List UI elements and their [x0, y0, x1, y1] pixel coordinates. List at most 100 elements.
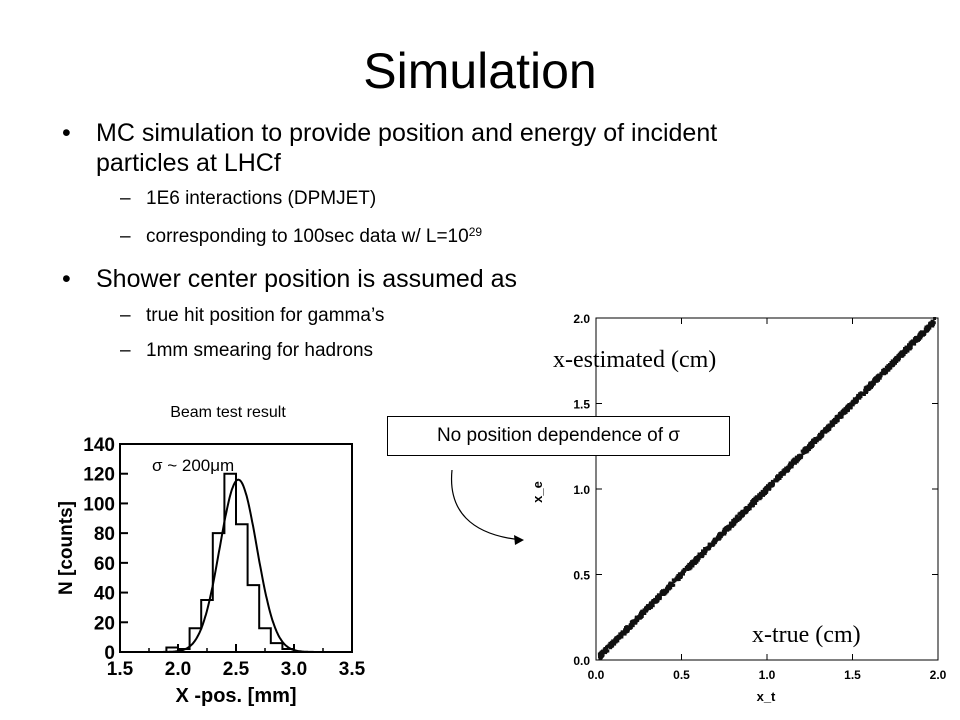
- scatter-point: [682, 568, 686, 572]
- scatter-point: [907, 343, 911, 347]
- scatter-point: [632, 621, 636, 625]
- scatter-point: [886, 364, 890, 368]
- scatter-point: [889, 361, 893, 364]
- scatter-point: [753, 501, 757, 504]
- scatter-point: [895, 358, 899, 362]
- scatter-point: [891, 359, 895, 363]
- scatter-point: [789, 464, 793, 467]
- y-tick-label: 40: [94, 584, 115, 605]
- sigma-annotation: σ ~ 200μm: [152, 456, 234, 475]
- scatter-point: [848, 405, 852, 408]
- scatter-point: [776, 477, 780, 481]
- scatter-point: [795, 460, 799, 464]
- scatter-point: [869, 383, 873, 387]
- dash: –: [120, 188, 131, 209]
- scatter-point: [812, 440, 816, 444]
- scatter-point: [686, 568, 690, 571]
- scatter-point: [728, 525, 731, 528]
- scatter-point: [726, 528, 730, 532]
- scatter-point: [860, 392, 864, 396]
- y-tick-label: 0.0: [573, 654, 590, 668]
- scatter-point: [768, 481, 772, 485]
- scatter-point: [766, 484, 769, 488]
- scatter-point: [762, 488, 766, 492]
- scatter-point: [836, 419, 840, 423]
- sub-bullet-1-1-text: 1E6 interactions (DPMJET): [146, 188, 377, 209]
- scatter-point: [713, 537, 717, 541]
- scatter-chart: 0.0 0.5 1.0 1.5 2.0 0.0 0.5 1.0 1.5 2.0 x-estimate…: [530, 312, 947, 704]
- scatter-point: [598, 655, 602, 659]
- scatter-point: [864, 388, 867, 392]
- scatter-point: [650, 603, 654, 607]
- scatter-point: [831, 420, 835, 424]
- scatter-point: [887, 367, 890, 370]
- scatter-point: [906, 349, 910, 353]
- scatter-point: [839, 411, 843, 415]
- scatter-point: [731, 519, 735, 523]
- scatter-point: [689, 561, 692, 565]
- scatter-point: [621, 632, 625, 636]
- scatter-point: [810, 445, 814, 448]
- scatter-point: [695, 559, 699, 563]
- scatter-point: [689, 566, 693, 570]
- scatter-point: [671, 578, 675, 582]
- scatter-point: [832, 420, 836, 424]
- scatter-point: [845, 406, 848, 410]
- scatter-point: [918, 332, 922, 336]
- scatter-point: [904, 345, 908, 349]
- y-tick-label: 2.0: [573, 312, 590, 326]
- scatter-point: [926, 325, 930, 329]
- scatter-point: [807, 443, 811, 447]
- scatter-point: [653, 598, 656, 602]
- scatter-point: [644, 609, 648, 613]
- scatter-point: [745, 509, 749, 513]
- scatter-point: [703, 552, 707, 556]
- callout-arrow-line: [450, 469, 523, 541]
- scatter-point: [723, 530, 727, 534]
- scatter-point: [867, 386, 871, 390]
- scatter-point: [755, 499, 759, 502]
- scatter-point: [718, 535, 722, 539]
- scatter-point: [915, 336, 919, 340]
- scatter-point: [932, 321, 936, 325]
- scatter-point: [638, 613, 642, 617]
- scatter-point: [875, 375, 879, 379]
- scatter-point: [788, 466, 791, 470]
- scatter-point: [928, 323, 932, 327]
- scatter-point: [837, 415, 841, 419]
- scatter-point: [644, 606, 647, 610]
- scatter-point: [637, 615, 641, 619]
- scatter-point: [640, 612, 644, 616]
- x-tick-label: 0.5: [673, 668, 690, 682]
- scatter-point: [713, 541, 717, 545]
- y-tick-label: 120: [83, 465, 115, 486]
- y-tick-label: 1.0: [573, 483, 590, 497]
- scatter-point: [844, 410, 848, 414]
- scatter-point: [813, 438, 817, 442]
- scatter-point: [735, 518, 739, 522]
- y-tick-label: 1.5: [573, 398, 590, 412]
- scatter-point: [870, 380, 874, 384]
- scatter-point: [669, 586, 673, 590]
- scatter-point: [807, 448, 811, 451]
- x-tick-label: 3.0: [281, 659, 307, 680]
- scatter-point: [764, 488, 768, 492]
- scatter-point: [802, 447, 806, 451]
- scatter-point: [626, 629, 630, 633]
- scatter-point: [889, 364, 893, 368]
- scatter-point: [663, 589, 667, 593]
- bullet-2-text: Shower center position is assumed as: [96, 265, 518, 293]
- scatter-point: [799, 455, 803, 459]
- scatter-point: [771, 480, 775, 484]
- slide-title: Simulation: [363, 43, 597, 99]
- x-axis-label: X -pos. [mm]: [175, 685, 296, 707]
- scatter-point: [878, 376, 882, 380]
- scatter-point: [846, 408, 850, 412]
- scatter-point: [918, 336, 922, 339]
- scatter-point: [633, 619, 637, 623]
- scatter-point: [732, 523, 736, 527]
- scatter-point: [666, 585, 670, 588]
- scatter-point: [757, 493, 761, 497]
- scatter-point: [670, 582, 674, 586]
